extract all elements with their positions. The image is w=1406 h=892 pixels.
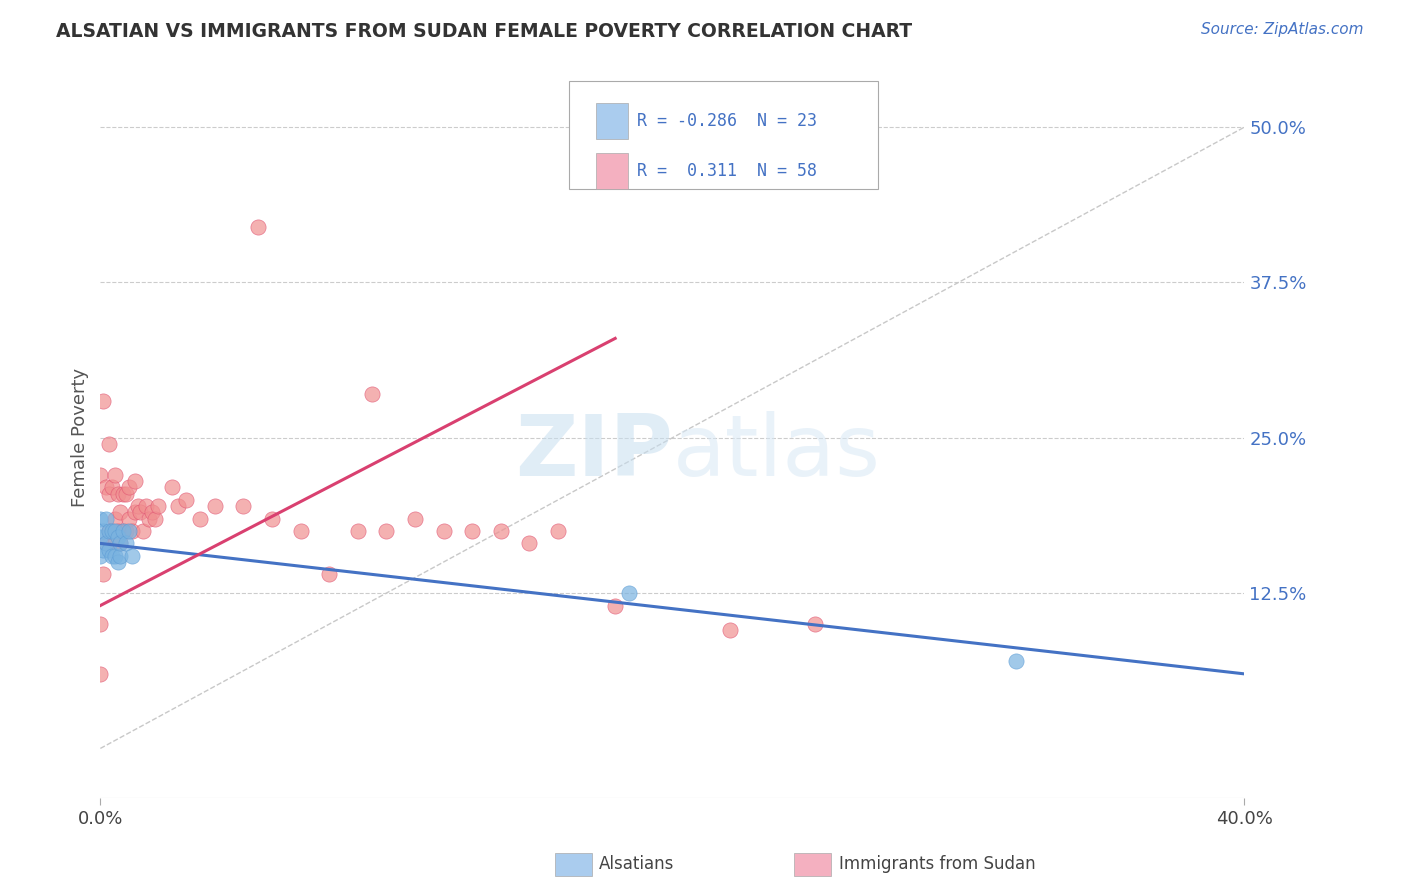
Point	[91, 524, 114, 538]
Point	[89, 549, 111, 563]
Point	[290, 524, 312, 538]
Point	[89, 530, 111, 544]
Point	[489, 524, 512, 538]
Point	[141, 505, 163, 519]
Text: Immigrants from Sudan: Immigrants from Sudan	[839, 855, 1036, 873]
Point	[127, 499, 149, 513]
Point	[124, 505, 146, 519]
Point	[110, 536, 132, 550]
Point	[94, 481, 117, 495]
Point	[432, 524, 454, 538]
Point	[121, 549, 143, 563]
Point	[346, 524, 368, 538]
Point	[118, 524, 141, 538]
Point	[718, 624, 741, 638]
Y-axis label: Female Poverty: Female Poverty	[72, 368, 89, 508]
Text: R = -0.286  N = 23: R = -0.286 N = 23	[637, 112, 817, 129]
Point	[97, 542, 120, 557]
Point	[166, 499, 188, 513]
Point	[605, 599, 627, 613]
Point	[318, 567, 340, 582]
Point	[118, 481, 141, 495]
Point	[107, 530, 129, 544]
Text: Source: ZipAtlas.com: Source: ZipAtlas.com	[1201, 22, 1364, 37]
Point	[118, 511, 141, 525]
Point	[115, 486, 138, 500]
Point	[547, 524, 569, 538]
Point	[115, 536, 138, 550]
Point	[101, 524, 124, 538]
Point	[94, 511, 117, 525]
Point	[107, 555, 129, 569]
Point	[94, 536, 117, 550]
Point	[97, 524, 120, 538]
Point	[135, 499, 157, 513]
Point	[1004, 655, 1026, 669]
Point	[104, 524, 127, 538]
Point	[404, 511, 426, 525]
Point	[112, 524, 135, 538]
Point	[804, 617, 827, 632]
Point	[97, 486, 120, 500]
Point	[110, 505, 132, 519]
Point	[375, 524, 398, 538]
Point	[104, 536, 127, 550]
Point	[89, 617, 111, 632]
Point	[146, 499, 169, 513]
Text: ALSATIAN VS IMMIGRANTS FROM SUDAN FEMALE POVERTY CORRELATION CHART: ALSATIAN VS IMMIGRANTS FROM SUDAN FEMALE…	[56, 22, 912, 41]
Point	[91, 542, 114, 557]
FancyBboxPatch shape	[596, 103, 627, 138]
Point	[110, 549, 132, 563]
Point	[89, 468, 111, 483]
Point	[121, 524, 143, 538]
Point	[232, 499, 254, 513]
Point	[260, 511, 283, 525]
Point	[204, 499, 226, 513]
Text: Alsatians: Alsatians	[599, 855, 675, 873]
Point	[129, 505, 152, 519]
Text: R =  0.311  N = 58: R = 0.311 N = 58	[637, 162, 817, 180]
Point	[110, 536, 132, 550]
Text: atlas: atlas	[672, 410, 880, 493]
Point	[124, 475, 146, 489]
Point	[112, 486, 135, 500]
Text: ZIP: ZIP	[515, 410, 672, 493]
Point	[97, 437, 120, 451]
Point	[160, 481, 183, 495]
Point	[94, 536, 117, 550]
Point	[104, 511, 127, 525]
Point	[101, 481, 124, 495]
Point	[107, 486, 129, 500]
Point	[89, 666, 111, 681]
Point	[89, 511, 111, 525]
Point	[115, 524, 138, 538]
Point	[246, 219, 269, 234]
FancyBboxPatch shape	[596, 153, 627, 189]
Point	[97, 524, 120, 538]
Point	[104, 549, 127, 563]
Point	[619, 586, 641, 600]
Point	[104, 468, 127, 483]
Point	[190, 511, 212, 525]
Point	[174, 492, 197, 507]
Point	[132, 524, 155, 538]
Point	[91, 567, 114, 582]
Point	[519, 536, 541, 550]
Point	[107, 524, 129, 538]
Point	[91, 393, 114, 408]
Point	[361, 387, 384, 401]
FancyBboxPatch shape	[569, 81, 879, 189]
Point	[461, 524, 484, 538]
Point	[101, 524, 124, 538]
Point	[143, 511, 166, 525]
Point	[112, 524, 135, 538]
Point	[101, 549, 124, 563]
Point	[138, 511, 160, 525]
